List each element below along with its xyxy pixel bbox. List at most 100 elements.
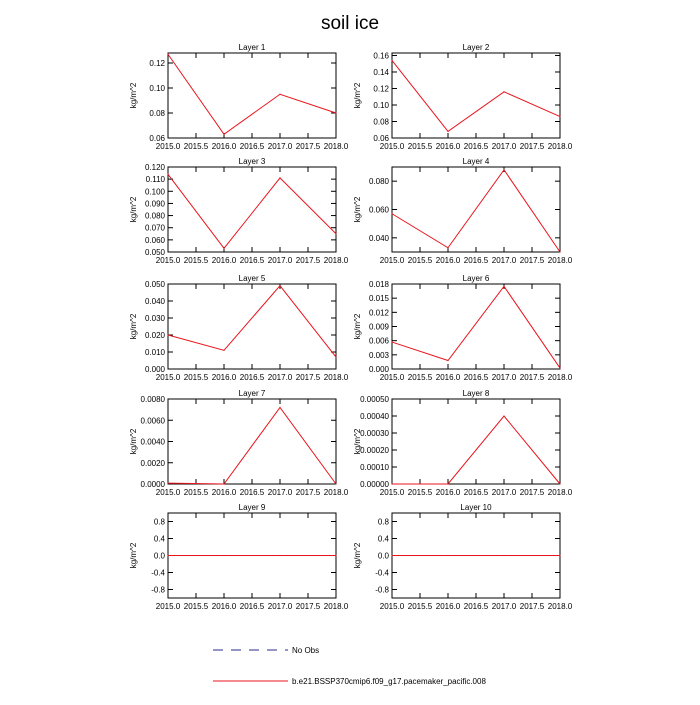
panel-8-series-line — [392, 415, 561, 485]
panel-6-ytick-label: 0.009 — [369, 323, 390, 332]
panel-3-title: Layer 3 — [239, 157, 266, 166]
panel-3-xtick-label: 2017.0 — [268, 256, 293, 265]
legend-label-model: b.e21.BSSP370cmip6.f09_g17.pacemaker_pac… — [292, 677, 486, 686]
panel-5-xtick-label: 2015.5 — [184, 373, 209, 382]
panel-10-xtick-label: 2016.0 — [436, 602, 461, 611]
panel-2-xtick-label: 2016.5 — [464, 142, 489, 151]
panel-4-xtick-label: 2017.5 — [520, 256, 545, 265]
panel-9-xtick-label: 2017.0 — [268, 602, 293, 611]
panel-9-xtick-label: 2016.5 — [240, 602, 265, 611]
panel-6-data-point — [559, 367, 561, 369]
panel-6-ytick-label: 0.006 — [369, 337, 390, 346]
panel-3-xtick-label: 2015.5 — [184, 256, 209, 265]
panel-10-data-point — [391, 554, 393, 557]
panel-10-data-point — [559, 554, 561, 557]
panel-1-xtick-label: 2015.5 — [184, 142, 209, 151]
panel-10-xtick-label: 2018.0 — [548, 602, 573, 611]
panel-6-xtick-label: 2015.0 — [380, 373, 405, 382]
panel-10-ylabel: kg/m^2 — [353, 542, 362, 568]
panel-3-ytick-label: 0.120 — [145, 163, 166, 172]
panel-9-xtick-label: 2016.0 — [212, 602, 237, 611]
panel-1-data-point — [335, 112, 337, 114]
panel-8-ytick-label: 0.00050 — [360, 395, 389, 404]
panel-8-data-point — [391, 483, 393, 485]
panel-1-xtick-label: 2016.0 — [212, 142, 237, 151]
panel-6-xtick-label: 2018.0 — [548, 373, 573, 382]
panel-4-ytick-label: 0.040 — [369, 234, 390, 243]
panel-3-xtick-label: 2017.5 — [296, 256, 321, 265]
panel-4-ylabel: kg/m^2 — [353, 196, 362, 222]
legend: No Obs b.e21.BSSP370cmip6.f09_g17.pacema… — [213, 646, 486, 686]
panel-3-ytick-label: 0.060 — [145, 236, 166, 245]
panel-3-ytick-label: 0.070 — [145, 224, 166, 233]
panel-3-xtick-label: 2016.5 — [240, 256, 265, 265]
panel-6-xtick-label: 2016.0 — [436, 373, 461, 382]
panel-9-ytick-label: -0.8 — [151, 586, 165, 595]
panel-3-xtick-label: 2016.0 — [212, 256, 237, 265]
chart-title: soil ice — [321, 13, 379, 34]
panel-6-ytick-label: 0.015 — [369, 294, 390, 303]
panel-2-ytick-label: 0.08 — [373, 117, 389, 126]
panel-8-ytick-label: 0.00010 — [360, 463, 389, 472]
panel-9-xtick-label: 2015.5 — [184, 602, 209, 611]
panel-3-ytick-label: 0.080 — [145, 212, 166, 221]
panel-8-data-point — [447, 483, 449, 485]
panel-2-xtick-label: 2018.0 — [548, 142, 573, 151]
panel-1-ytick-label: 0.10 — [149, 84, 165, 93]
panel-6-series-line — [391, 285, 561, 369]
panel-6-xtick-label: 2016.5 — [464, 373, 489, 382]
panel-9-ytick-label: 0.0 — [154, 552, 166, 561]
panel-6-xtick-label: 2015.5 — [408, 373, 433, 382]
panel-6-data-point — [391, 341, 393, 343]
panel-9-ytick-label: 0.4 — [154, 535, 166, 544]
panel-10-xtick-label: 2017.5 — [520, 602, 545, 611]
panel-5-data-point — [279, 285, 281, 287]
panel-3-series-line — [167, 173, 337, 250]
panel-10-ytick-label: -0.8 — [375, 586, 389, 595]
panel-9-ylabel: kg/m^2 — [129, 542, 138, 568]
panel-5-ytick-label: 0.040 — [145, 297, 166, 306]
panel-1-ytick-label: 0.12 — [149, 59, 165, 68]
panel-8-ylabel: kg/m^2 — [353, 428, 362, 454]
panel-10-xtick-label: 2017.0 — [492, 602, 517, 611]
panel-7-ylabel: kg/m^2 — [129, 428, 138, 454]
panel-10-ytick-label: 0.8 — [378, 518, 390, 527]
panel-6-title: Layer 6 — [463, 274, 490, 283]
panel-10-title: Layer 10 — [460, 503, 492, 512]
panel-3-data-point — [279, 177, 281, 179]
panel-7-frame — [167, 398, 337, 485]
panel-7-xtick-label: 2015.5 — [184, 488, 209, 497]
panel-8-xtick-label: 2018.0 — [548, 488, 573, 497]
panel-10-xtick-label: 2015.0 — [380, 602, 405, 611]
panel-8-data-point — [559, 483, 561, 485]
panel-10-ytick-label: 0.0 — [378, 552, 390, 561]
panel-10-data-point — [503, 554, 505, 557]
panel-5-data-point — [335, 356, 337, 358]
panel-1-xtick-label: 2015.0 — [156, 142, 181, 151]
panel-4-ytick-label: 0.080 — [369, 177, 390, 186]
panel-7-xtick-label: 2016.0 — [212, 488, 237, 497]
panel-2-data-point — [503, 91, 505, 93]
panel-1-xtick-label: 2017.5 — [296, 142, 321, 151]
panel-5-ytick-label: 0.030 — [145, 314, 166, 323]
panel-5-ytick-label: 0.010 — [145, 348, 166, 357]
panel-6-data-point — [503, 285, 505, 287]
panel-8-ytick-label: 0.00020 — [360, 446, 389, 455]
panel-3-frame — [167, 166, 337, 253]
panel-5-frame — [167, 283, 337, 370]
panel-1-data-point — [279, 93, 281, 95]
panel-2-ytick-label: 0.14 — [373, 68, 389, 77]
panel-9-data-point — [223, 554, 225, 557]
panel-7-ytick-label: 0.0040 — [141, 438, 166, 447]
panel-4-xtick-label: 2016.0 — [436, 256, 461, 265]
panel-9-xtick-label: 2017.5 — [296, 602, 321, 611]
panel-7-ytick-label: 0.0000 — [141, 480, 166, 489]
panel-7-data-point — [335, 483, 337, 485]
panel-4-ytick-label: 0.060 — [369, 206, 390, 215]
panel-5-data-point — [223, 349, 225, 351]
panel-2-series-line — [391, 60, 561, 133]
